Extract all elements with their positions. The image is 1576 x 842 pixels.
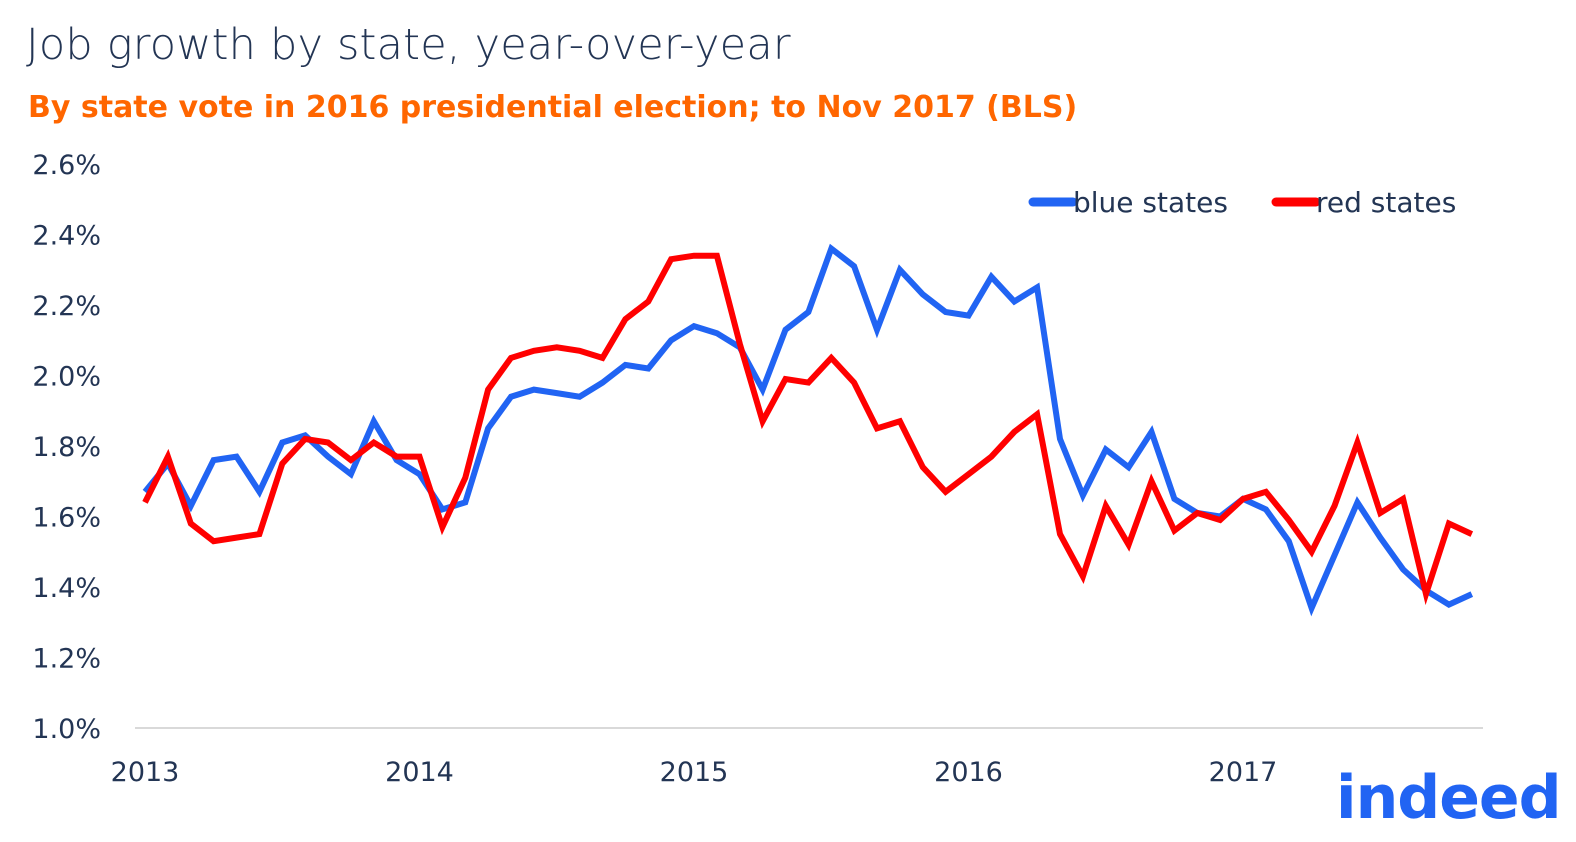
- y-tick-label: 2.0%: [32, 362, 101, 393]
- y-tick-label: 1.4%: [32, 573, 101, 604]
- y-tick-label: 2.2%: [32, 291, 101, 322]
- indeed-logo: indeed: [1336, 763, 1562, 833]
- x-tick-label: 2016: [934, 757, 1003, 788]
- y-tick-label: 1.8%: [32, 432, 101, 463]
- y-tick-label: 2.4%: [32, 221, 101, 252]
- x-tick-label: 2014: [385, 757, 454, 788]
- legend: blue states red states: [1028, 186, 1456, 219]
- chart-title: Job growth by state, year-over-year: [26, 20, 791, 70]
- series-red-states: [142, 252, 1474, 606]
- y-tick-label: 1.2%: [32, 644, 101, 675]
- x-tick-label: 2017: [1209, 757, 1278, 788]
- series-line: [142, 243, 1474, 617]
- chart-subtitle: By state vote in 2016 presidential elect…: [28, 90, 1078, 125]
- series-blue-states: [142, 243, 1474, 617]
- legend-item: red states: [1271, 186, 1456, 219]
- y-tick-label: 2.6%: [32, 150, 101, 181]
- legend-label: blue states: [1073, 186, 1228, 219]
- x-tick-label: 2013: [111, 757, 180, 788]
- y-tick-label: 1.6%: [32, 503, 101, 534]
- legend-item: blue states: [1028, 186, 1228, 219]
- legend-label: red states: [1316, 186, 1456, 219]
- x-tick-label: 2015: [660, 757, 729, 788]
- y-tick-label: 1.0%: [32, 714, 101, 745]
